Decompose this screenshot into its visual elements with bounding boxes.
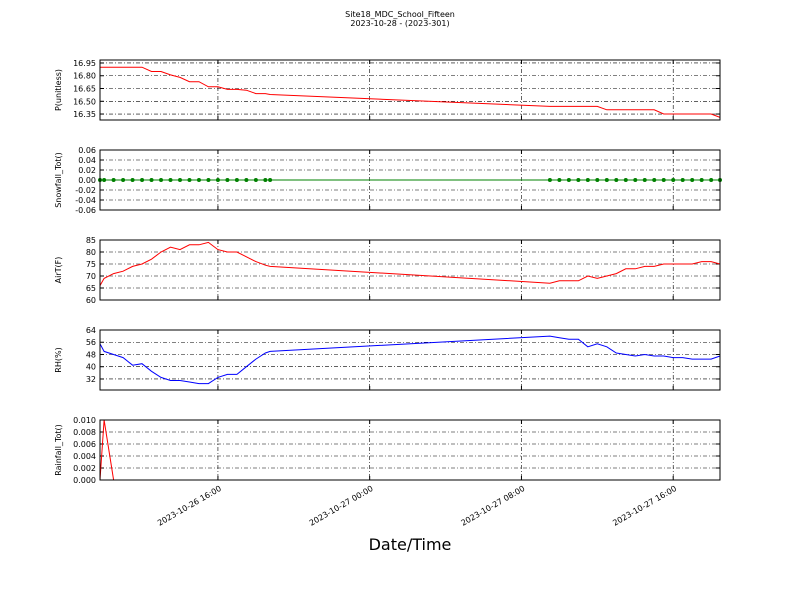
subtitle: 2023-10-28 - (2023-301): [350, 19, 449, 28]
data-line: [99, 419, 720, 481]
y-axis-label: Snowfall_Tot(): [54, 152, 63, 208]
data-marker: [159, 178, 164, 182]
y-tick-label: 48: [86, 350, 96, 359]
y-tick-label: 0.04: [78, 156, 96, 165]
y-tick-label: 16.80: [73, 72, 96, 81]
data-marker: [642, 178, 647, 182]
data-marker: [225, 178, 230, 182]
y-tick-label: 40: [86, 363, 96, 372]
data-marker: [614, 178, 619, 182]
y-tick-label: 0.010: [73, 416, 96, 425]
data-marker: [253, 178, 258, 182]
y-tick-label: -0.06: [75, 206, 96, 215]
y-tick-label: 64: [86, 326, 96, 335]
data-marker: [149, 178, 154, 182]
data-marker: [585, 178, 590, 182]
y-axis-label: Rainfall_Tot(): [54, 424, 63, 476]
data-marker: [111, 178, 116, 182]
data-marker: [168, 178, 173, 182]
x-tick-label: 2023-10-27 16:00: [611, 484, 678, 528]
data-marker: [633, 178, 638, 182]
axes-frame: [99, 329, 721, 391]
data-marker: [652, 178, 657, 182]
y-tick-label: 16.35: [73, 110, 96, 119]
x-tick-label: 2023-10-26 16:00: [156, 484, 223, 528]
data-marker: [196, 178, 201, 182]
data-marker: [102, 178, 107, 182]
data-marker: [709, 178, 714, 182]
data-line: [99, 241, 721, 286]
data-marker: [671, 178, 676, 182]
y-tick-label: 0.00: [78, 176, 96, 185]
y-tick-label: 16.65: [73, 85, 96, 94]
data-marker: [661, 178, 666, 182]
y-tick-label: 70: [86, 272, 96, 281]
axes-frame: [99, 419, 721, 481]
y-tick-label: 85: [86, 236, 96, 245]
data-marker: [268, 178, 273, 182]
y-tick-label: 75: [86, 260, 96, 269]
y-axis-label: RH(%): [54, 347, 63, 372]
data-marker: [215, 178, 220, 182]
x-tick-label: 2023-10-27 00:00: [308, 484, 375, 528]
y-tick-label: 80: [86, 248, 96, 257]
y-tick-label: 0.02: [78, 166, 96, 175]
y-tick-label: -0.02: [75, 186, 96, 195]
data-marker: [547, 178, 552, 182]
y-tick-label: 0.06: [78, 146, 96, 155]
y-tick-label: 56: [86, 338, 96, 347]
data-marker: [576, 178, 581, 182]
data-marker: [557, 178, 562, 182]
y-axis-label: P(unitless): [54, 69, 63, 111]
data-marker: [566, 178, 571, 182]
data-marker: [690, 178, 695, 182]
data-marker: [130, 178, 135, 182]
y-axis-label: AirT(F): [54, 257, 63, 284]
data-marker: [604, 178, 609, 182]
data-marker: [140, 178, 145, 182]
y-tick-label: 16.50: [73, 97, 96, 106]
axes-frame: [99, 239, 721, 301]
data-marker: [177, 178, 182, 182]
y-tick-label: 32: [86, 375, 96, 384]
data-marker: [234, 178, 239, 182]
data-marker: [680, 178, 685, 182]
data-marker: [121, 178, 126, 182]
axes-frame: [99, 149, 721, 211]
x-tick-label: 2023-10-27 08:00: [460, 484, 527, 528]
data-marker: [699, 178, 704, 182]
y-tick-label: 16.95: [73, 59, 96, 68]
data-marker: [187, 178, 192, 182]
y-tick-label: 0.000: [73, 476, 96, 485]
axes-frame: [99, 59, 721, 121]
y-tick-label: 0.004: [73, 452, 96, 461]
y-tick-label: 60: [86, 296, 96, 305]
data-line: [100, 66, 721, 118]
data-line: [99, 335, 721, 385]
y-tick-label: -0.04: [75, 196, 96, 205]
x-axis-label: Date/Time: [369, 535, 452, 554]
y-tick-label: 0.006: [73, 440, 96, 449]
data-marker: [595, 178, 600, 182]
data-marker: [244, 178, 249, 182]
y-tick-label: 0.002: [73, 464, 96, 473]
y-tick-label: 0.008: [73, 428, 96, 437]
title: Site18_MDC_School_Fifteen: [345, 10, 455, 19]
data-marker: [206, 178, 211, 182]
data-marker: [623, 178, 628, 182]
data-marker: [263, 178, 268, 182]
y-tick-label: 65: [86, 284, 96, 293]
